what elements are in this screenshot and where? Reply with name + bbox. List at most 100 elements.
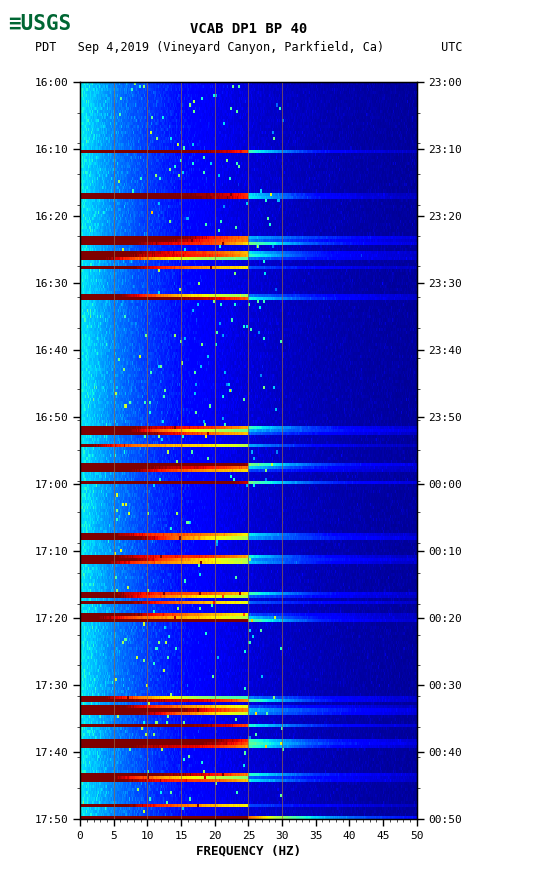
Bar — [425, 805, 495, 808]
Bar — [425, 489, 428, 491]
Bar — [425, 464, 454, 467]
Bar — [425, 244, 434, 246]
Bar — [425, 640, 427, 642]
Bar — [425, 129, 431, 133]
Bar — [425, 274, 436, 277]
Bar — [425, 713, 429, 716]
Bar — [425, 95, 430, 99]
Bar — [425, 670, 427, 673]
Bar — [425, 593, 495, 596]
Bar — [425, 563, 431, 566]
Bar — [425, 476, 439, 480]
Bar — [425, 351, 438, 354]
Bar — [425, 145, 440, 148]
Bar — [425, 532, 536, 535]
Bar — [425, 369, 432, 372]
Bar — [425, 455, 431, 458]
Bar — [425, 265, 529, 268]
Bar — [425, 516, 431, 519]
Bar — [425, 793, 427, 796]
Bar — [425, 655, 428, 657]
Bar — [425, 157, 427, 161]
Bar — [425, 814, 540, 817]
Text: PDT   Sep 4,2019 (Vineyard Canyon, Parkfield, Ca)        UTC: PDT Sep 4,2019 (Vineyard Canyon, Parkfie… — [35, 40, 462, 54]
Bar — [425, 415, 429, 418]
Bar — [425, 246, 436, 250]
Bar — [425, 99, 431, 102]
Bar — [425, 425, 469, 427]
Bar — [425, 553, 541, 557]
Bar — [425, 102, 428, 105]
Bar — [425, 731, 427, 734]
Bar — [425, 295, 479, 299]
Bar — [425, 397, 428, 400]
Bar — [425, 740, 501, 744]
Bar — [425, 557, 504, 559]
Bar — [425, 197, 433, 201]
Bar — [425, 719, 440, 723]
Bar — [425, 182, 428, 185]
Bar — [425, 314, 432, 317]
Bar — [425, 240, 441, 244]
Bar — [425, 87, 433, 90]
Bar — [425, 458, 433, 461]
Bar — [425, 231, 438, 234]
Bar — [425, 569, 427, 572]
Bar — [425, 225, 427, 227]
Bar — [425, 747, 432, 750]
Bar — [425, 108, 431, 112]
Bar — [425, 673, 427, 676]
Bar — [425, 627, 432, 630]
Bar — [425, 222, 427, 225]
Bar — [425, 765, 427, 768]
Bar — [425, 449, 434, 452]
Bar — [425, 163, 429, 167]
Bar — [425, 452, 429, 455]
Bar — [425, 227, 427, 231]
Bar — [425, 409, 427, 412]
Bar — [425, 734, 441, 738]
Bar — [425, 550, 442, 553]
Bar — [425, 808, 433, 811]
Bar — [425, 384, 428, 387]
Bar — [425, 716, 434, 719]
Bar — [425, 206, 428, 210]
Bar — [425, 305, 428, 308]
Bar — [425, 320, 431, 323]
Bar — [425, 624, 428, 627]
Bar — [425, 762, 429, 765]
Bar — [425, 538, 439, 541]
Bar — [425, 615, 469, 618]
Bar — [425, 633, 429, 636]
Bar — [425, 695, 513, 698]
Bar — [425, 114, 431, 118]
Bar — [425, 431, 432, 434]
Bar — [425, 621, 428, 624]
Bar — [425, 591, 525, 593]
Bar — [425, 480, 522, 483]
Bar — [425, 234, 517, 237]
Bar — [425, 514, 427, 516]
Bar — [425, 203, 433, 206]
Bar — [425, 323, 427, 326]
Bar — [425, 338, 427, 342]
Bar — [425, 326, 429, 329]
Bar — [425, 642, 428, 646]
Bar — [425, 434, 427, 437]
Bar — [425, 566, 427, 569]
Bar — [425, 691, 439, 695]
Bar — [425, 317, 434, 320]
Bar — [425, 657, 431, 661]
Bar — [425, 783, 430, 787]
Bar — [425, 486, 434, 489]
Bar — [425, 581, 431, 584]
Bar — [425, 363, 427, 366]
Bar — [425, 268, 496, 271]
Bar — [425, 608, 440, 612]
Bar — [425, 261, 444, 265]
Bar — [425, 587, 441, 591]
Bar — [425, 584, 429, 587]
Bar — [425, 682, 428, 685]
Bar — [425, 437, 428, 440]
Bar — [425, 667, 427, 670]
